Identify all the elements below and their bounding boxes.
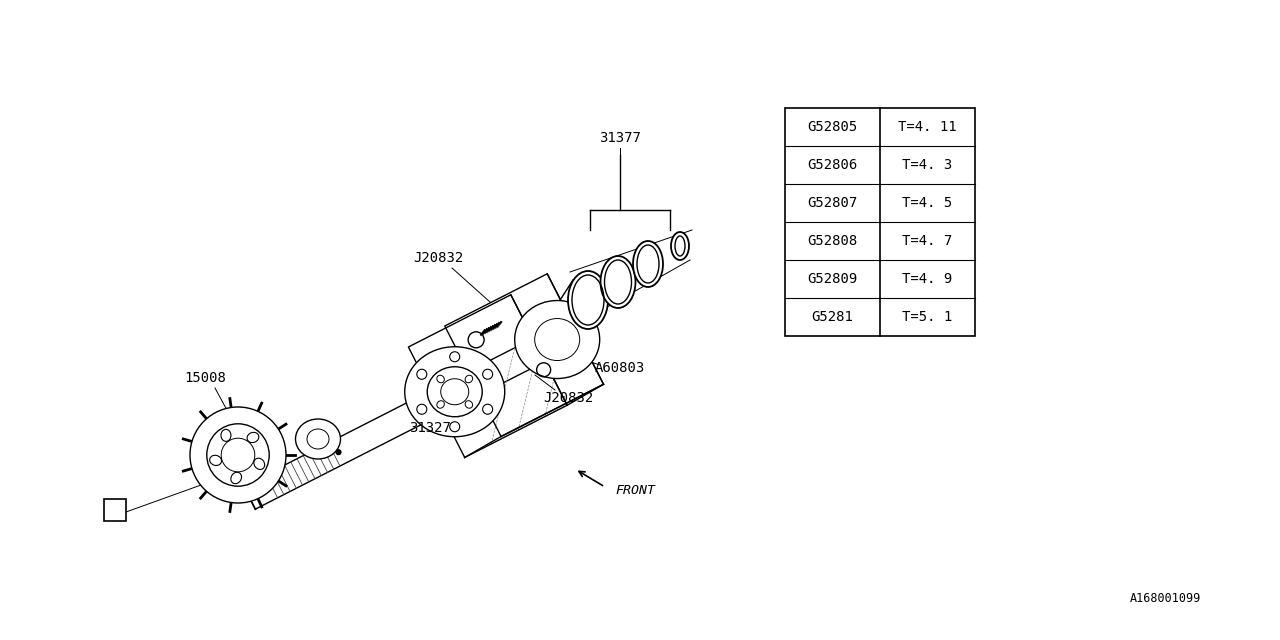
Text: J20832: J20832 bbox=[413, 251, 463, 265]
Ellipse shape bbox=[568, 271, 608, 329]
Ellipse shape bbox=[600, 256, 635, 308]
Text: 15008: 15008 bbox=[184, 371, 227, 385]
Ellipse shape bbox=[634, 241, 663, 287]
Text: 31377: 31377 bbox=[599, 131, 641, 145]
Text: T=4. 5: T=4. 5 bbox=[902, 196, 952, 210]
Circle shape bbox=[337, 450, 340, 454]
Text: G5281: G5281 bbox=[812, 310, 854, 324]
Text: T=4. 7: T=4. 7 bbox=[902, 234, 952, 248]
Text: G52807: G52807 bbox=[808, 196, 858, 210]
Text: 31327: 31327 bbox=[410, 421, 451, 435]
Text: T=4. 9: T=4. 9 bbox=[902, 272, 952, 286]
Ellipse shape bbox=[515, 301, 600, 378]
Ellipse shape bbox=[296, 419, 340, 459]
Text: J20832: J20832 bbox=[543, 391, 593, 405]
Text: T=4. 3: T=4. 3 bbox=[902, 158, 952, 172]
Text: G52808: G52808 bbox=[808, 234, 858, 248]
Text: G52805: G52805 bbox=[808, 120, 858, 134]
Text: G52809: G52809 bbox=[808, 272, 858, 286]
Ellipse shape bbox=[404, 347, 504, 436]
Text: A: A bbox=[111, 504, 119, 516]
Ellipse shape bbox=[671, 232, 689, 260]
Bar bbox=[785, 108, 975, 336]
Text: FRONT: FRONT bbox=[614, 483, 655, 497]
Text: A60803: A60803 bbox=[595, 361, 645, 375]
Text: T=5. 1: T=5. 1 bbox=[902, 310, 952, 324]
Text: T=4. 11: T=4. 11 bbox=[899, 120, 957, 134]
Bar bbox=[104, 499, 125, 521]
Circle shape bbox=[189, 407, 285, 503]
Text: G52806: G52806 bbox=[808, 158, 858, 172]
Text: A168001099: A168001099 bbox=[1129, 591, 1201, 605]
